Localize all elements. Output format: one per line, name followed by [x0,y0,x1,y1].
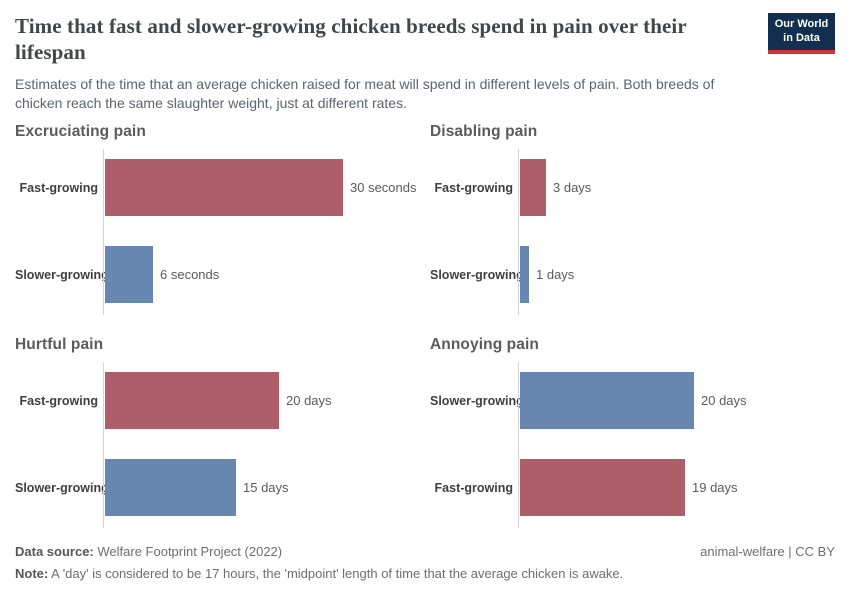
plot-disabling: Fast-growing 3 days Slower-growing 1 day… [430,149,835,315]
bar-slower-growing[interactable] [520,372,694,429]
category-label: Fast-growing [19,393,98,408]
category-label: Fast-growing [19,180,98,195]
data-source-text: Welfare Footprint Project (2022) [97,544,283,559]
chart-grid: Excruciating pain Fast-growing 30 second… [15,123,835,528]
bar-track: 3 days [518,159,835,216]
value-label: 20 days [286,393,332,408]
bar-track: 15 days [103,459,420,516]
bar-track: 20 days [518,372,835,429]
bar-slower-growing[interactable] [105,459,236,516]
owid-logo[interactable]: Our World in Data [768,13,835,54]
bar-row: Slower-growing 1 days [430,246,835,303]
panel-title-hurtful: Hurtful pain [15,336,104,353]
owid-logo-line2: in Data [783,31,820,44]
data-source-label: Data source: [15,544,94,559]
bar-row: Slower-growing 20 days [430,372,835,429]
bar-row: Fast-growing 19 days [430,459,835,516]
bar-row: Fast-growing 30 seconds [15,159,420,216]
value-label: 30 seconds [350,180,417,195]
note-label: Note: [15,566,49,581]
value-label: 6 seconds [160,267,220,282]
bar-slower-growing[interactable] [520,246,529,303]
panel-hurtful-pain: Hurtful pain Fast-growing 20 days Slower… [15,336,420,528]
value-label: 1 days [536,267,575,282]
bar-row: Slower-growing 6 seconds [15,246,420,303]
panel-title-excruciating: Excruciating pain [15,123,146,140]
value-label: 15 days [243,480,289,495]
chart-subtitle: Estimates of the time that an average ch… [15,76,715,112]
license-link[interactable]: animal-welfare | CC BY [700,544,835,559]
category-label: Slower-growing [15,480,109,495]
panel-title-disabling: Disabling pain [430,123,538,140]
bar-track: 6 seconds [103,246,420,303]
bar-track: 19 days [518,459,835,516]
panel-excruciating-pain: Excruciating pain Fast-growing 30 second… [15,123,420,315]
bar-row: Fast-growing 20 days [15,372,420,429]
bar-row: Fast-growing 3 days [430,159,835,216]
bar-track: 1 days [518,246,835,303]
title-block: Time that fast and slower-growing chicke… [15,14,756,113]
chart-footer: Data source: Welfare Footprint Project (… [15,544,835,581]
note-text: A 'day' is considered to be 17 hours, th… [51,566,624,581]
bar-track: 30 seconds [103,159,420,216]
panel-annoying-pain: Annoying pain Slower-growing 20 days Fas… [430,336,835,528]
category-label: Slower-growing [15,267,109,282]
plot-annoying: Slower-growing 20 days Fast-growing 19 d… [430,362,835,528]
panel-disabling-pain: Disabling pain Fast-growing 3 days Slowe… [430,123,835,315]
value-label: 19 days [692,480,738,495]
panel-title-annoying: Annoying pain [430,336,539,353]
value-label: 3 days [553,180,592,195]
bar-fast-growing[interactable] [520,159,546,216]
bar-row: Slower-growing 15 days [15,459,420,516]
bar-fast-growing[interactable] [105,372,279,429]
bar-slower-growing[interactable] [105,246,153,303]
category-label: Slower-growing [430,393,524,408]
category-label: Slower-growing [430,267,524,282]
owid-logo-line1: Our World [774,17,829,30]
bar-fast-growing[interactable] [520,459,685,516]
chart-header: Time that fast and slower-growing chicke… [15,13,835,113]
bar-track: 20 days [103,372,420,429]
page-title: Time that fast and slower-growing chicke… [15,14,687,64]
footer-note-row: Note: A 'day' is considered to be 17 hou… [15,566,835,581]
value-label: 20 days [701,393,747,408]
category-label: Fast-growing [434,480,513,495]
category-label: Fast-growing [434,180,513,195]
data-source: Data source: Welfare Footprint Project (… [15,544,282,559]
plot-hurtful: Fast-growing 20 days Slower-growing 15 d… [15,362,420,528]
plot-excruciating: Fast-growing 30 seconds Slower-growing 6… [15,149,420,315]
footer-source-row: Data source: Welfare Footprint Project (… [15,544,835,559]
bar-fast-growing[interactable] [105,159,343,216]
